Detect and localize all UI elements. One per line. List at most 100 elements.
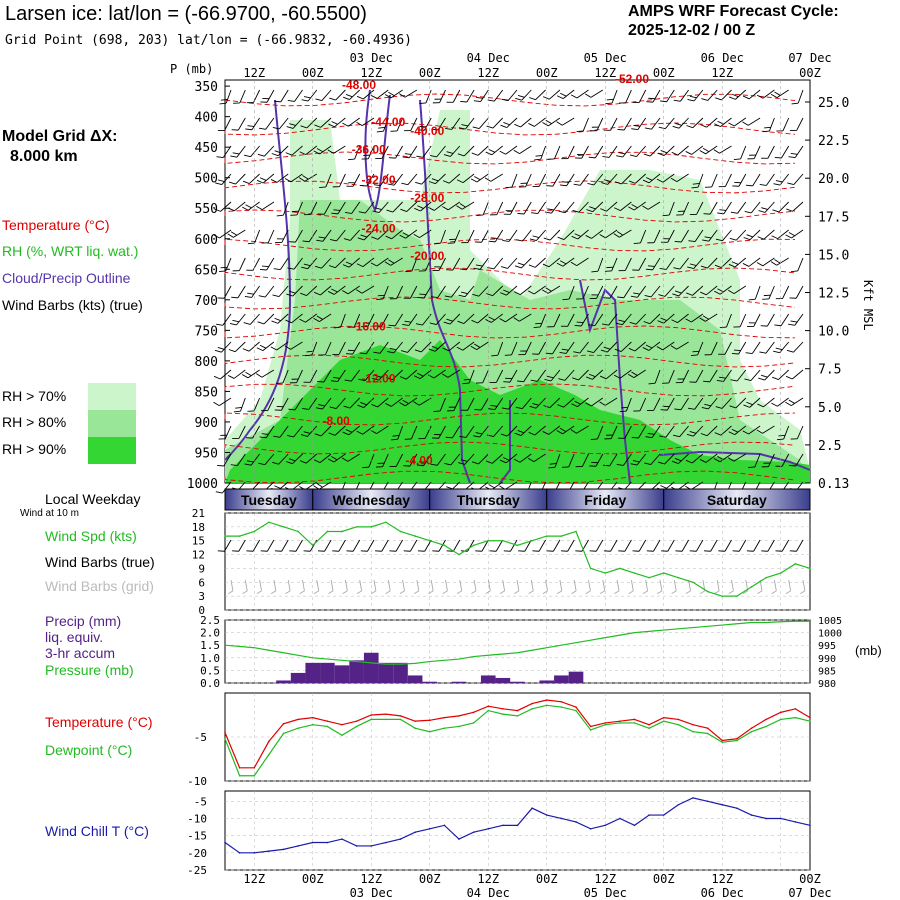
wind-barb [673,257,689,270]
height-tick-label: 17.5 [818,210,849,225]
surface-wind-barb [746,539,761,552]
wind-barb-staff [434,201,446,211]
wind-barb-staff [335,397,346,409]
wind-barb [642,341,661,351]
wind-barb [575,453,589,468]
wind-barb-feather [662,382,669,384]
wind-barb-feather [648,97,656,100]
wind-barb [789,117,804,131]
wind-barb-staff [581,145,589,159]
wind-barb [791,257,804,272]
wind-barb-feather [219,270,226,272]
wind-barb-feather [601,182,608,185]
isotherm-label: -52.00 [615,72,649,86]
wind-barb-feather [231,129,239,131]
wind-barb-staff [524,341,532,355]
wind-barb-feather [417,372,424,377]
wind-barb-feather [456,205,463,210]
wind-barb-feather [731,93,739,98]
wind-barb-feather [356,121,363,127]
pressure-tick-label: 950 [195,446,218,461]
wind-barb-feather [474,176,481,181]
wind-barb-staff [451,117,461,130]
wind-barb-staff [522,229,532,242]
wind-barb [287,257,303,270]
wind-barb-staff [562,89,575,99]
wind-barb [357,397,375,408]
wind-barb-feather [260,101,268,103]
wind-barb-feather [428,590,434,595]
wind-barb-staff [768,285,775,300]
wind-barb-feather [671,590,677,595]
wind-barb-staff [534,425,546,436]
dewpoint-line-point [282,732,285,735]
wind-barb-feather [773,183,781,186]
wind-barb-staff [797,89,804,104]
wind-barb-feather [772,209,779,213]
wind-barb-feather [715,238,723,242]
wind-barb [461,229,475,244]
pressure-tick-label: 450 [195,141,218,156]
wind-barb-feather [214,208,221,212]
isotherm-line [224,325,796,339]
wind-barb-feather [542,122,549,127]
wind-barb-feather [346,185,354,187]
wind-barb-feather [559,427,567,432]
wind-barb-staff [295,539,303,552]
wind-barb-feather [316,315,323,320]
time-tick-label-top: 00Z [799,66,821,80]
wind-barb-feather [328,432,336,436]
wind-barb-staff [796,425,804,439]
wind-barb-feather [489,381,497,383]
wind-barb-feather [486,125,494,129]
wind-barb-staff [497,341,504,356]
wind-barb-feather [247,242,255,245]
grid-wind-barb [485,579,491,595]
pressure-tick-label: 600 [195,233,218,248]
wind-barb-staff [266,89,275,103]
wind-barb-staff [265,425,275,438]
wind-barb-feather [361,326,368,328]
wind-barb-feather [220,98,228,101]
wind-barb [659,425,675,438]
wind-barb-feather [274,485,281,489]
wind-barb-staff [435,173,446,185]
windchill-line-point [575,821,577,823]
wind-barb [728,257,747,268]
wind-barb [230,453,246,467]
time-tick-label-top: 00Z [302,66,324,80]
wind-barb [699,453,718,463]
wind-barb-staff [353,313,361,328]
grid-wind-barb [599,579,606,595]
windchill-line-point [633,824,636,827]
wind-barb [747,313,761,327]
wind-barb-feather [463,378,471,381]
wind-speed-line-point [575,530,577,533]
wind-barb-staff [597,425,604,440]
wind-barb-staff [404,89,418,98]
wind-barb-staff [707,257,718,269]
wind-barb [301,89,318,102]
wind-barb-feather [500,124,507,128]
wind-barb-staff [592,201,604,213]
wind-barb-staff [525,173,532,187]
wind-barb-feather [299,318,306,323]
wind-barb-staff [424,539,432,552]
wind-barb [300,425,318,437]
wind-speed-line-point [765,576,767,579]
wind-barb-staff [783,425,790,440]
wind-barb [714,257,732,268]
wind-speed-line-point [809,567,811,570]
wind-barb-feather [446,101,454,103]
wind-barb-feather [344,379,352,382]
wind-barb [273,257,289,271]
wind-barb-staff [510,539,518,552]
windchill-line-point [765,817,767,820]
wind-barb-feather [562,298,570,301]
windchill-line-point [736,807,738,809]
wind-barb [413,369,432,380]
wind-barb-staff [738,173,747,187]
wind-barb [686,285,704,296]
dewpoint-line-point [297,727,299,729]
wind-barb-staff [493,425,504,437]
